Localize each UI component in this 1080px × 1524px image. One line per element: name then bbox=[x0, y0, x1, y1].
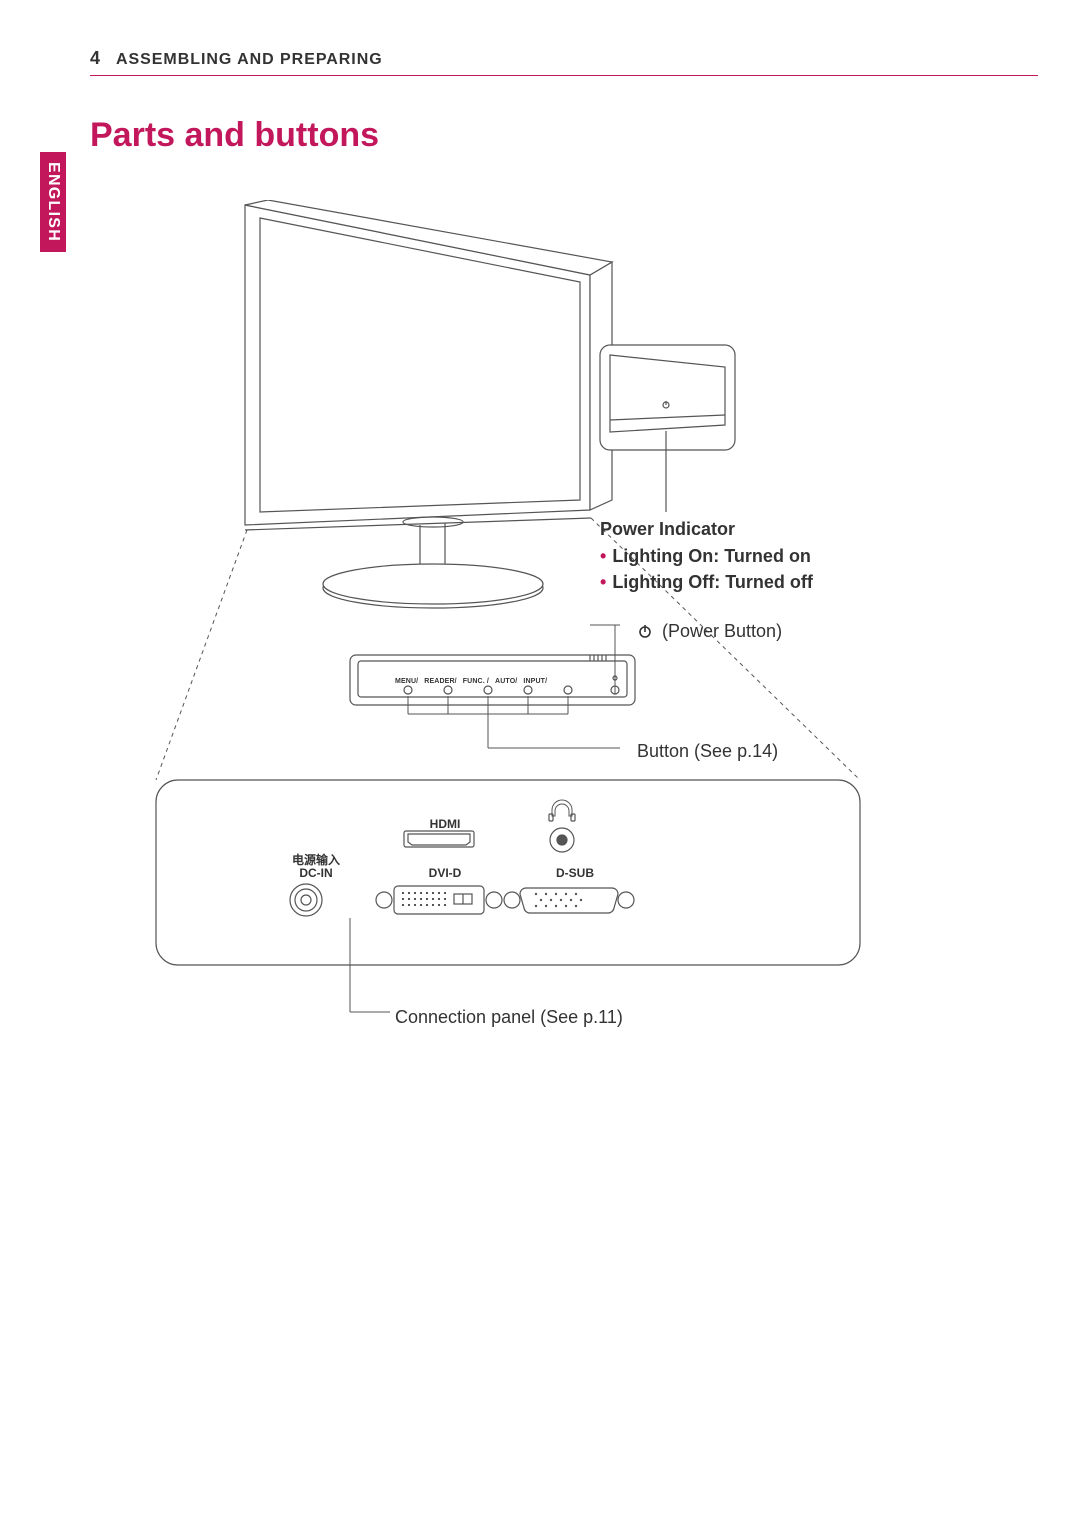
page-header: 4 ASSEMBLING AND PREPARING bbox=[90, 48, 1038, 76]
button-ref-callout: Button (See p.14) bbox=[637, 739, 778, 763]
btn-input-label: INPUT/ bbox=[523, 678, 547, 685]
page-title: Parts and buttons bbox=[90, 116, 379, 155]
diagram-container bbox=[90, 200, 990, 1020]
connection-panel-callout: Connection panel (See p.11) bbox=[395, 1005, 623, 1029]
dsub-label: D-SUB bbox=[548, 866, 602, 880]
lighting-off-text: •Lighting Off: Turned off bbox=[600, 570, 813, 594]
monitor-diagram-svg bbox=[90, 200, 990, 1250]
button-row-labels: MENU/ READER/ FUNC. / AUTO/ INPUT/ bbox=[395, 678, 547, 685]
power-icon bbox=[637, 621, 653, 645]
lighting-on-value: Lighting On: Turned on bbox=[612, 546, 811, 566]
power-button-text: (Power Button) bbox=[662, 621, 782, 641]
language-tab: ENGLISH bbox=[40, 152, 66, 252]
lighting-on-text: •Lighting On: Turned on bbox=[600, 544, 811, 568]
lighting-off-value: Lighting Off: Turned off bbox=[612, 572, 813, 592]
page-number: 4 bbox=[90, 48, 100, 69]
dcin-label: DC-IN bbox=[276, 866, 356, 880]
section-header: ASSEMBLING AND PREPARING bbox=[116, 51, 383, 69]
btn-auto-label: AUTO/ bbox=[495, 678, 517, 685]
power-indicator-label: Power Indicator bbox=[600, 517, 735, 541]
btn-menu-label: MENU/ bbox=[395, 678, 418, 685]
btn-reader-label: READER/ bbox=[424, 678, 456, 685]
power-button-callout: (Power Button) bbox=[637, 619, 782, 645]
hdmi-label: HDMI bbox=[420, 817, 470, 831]
btn-func-label: FUNC. / bbox=[463, 678, 489, 685]
dvid-label: DVI-D bbox=[420, 866, 470, 880]
